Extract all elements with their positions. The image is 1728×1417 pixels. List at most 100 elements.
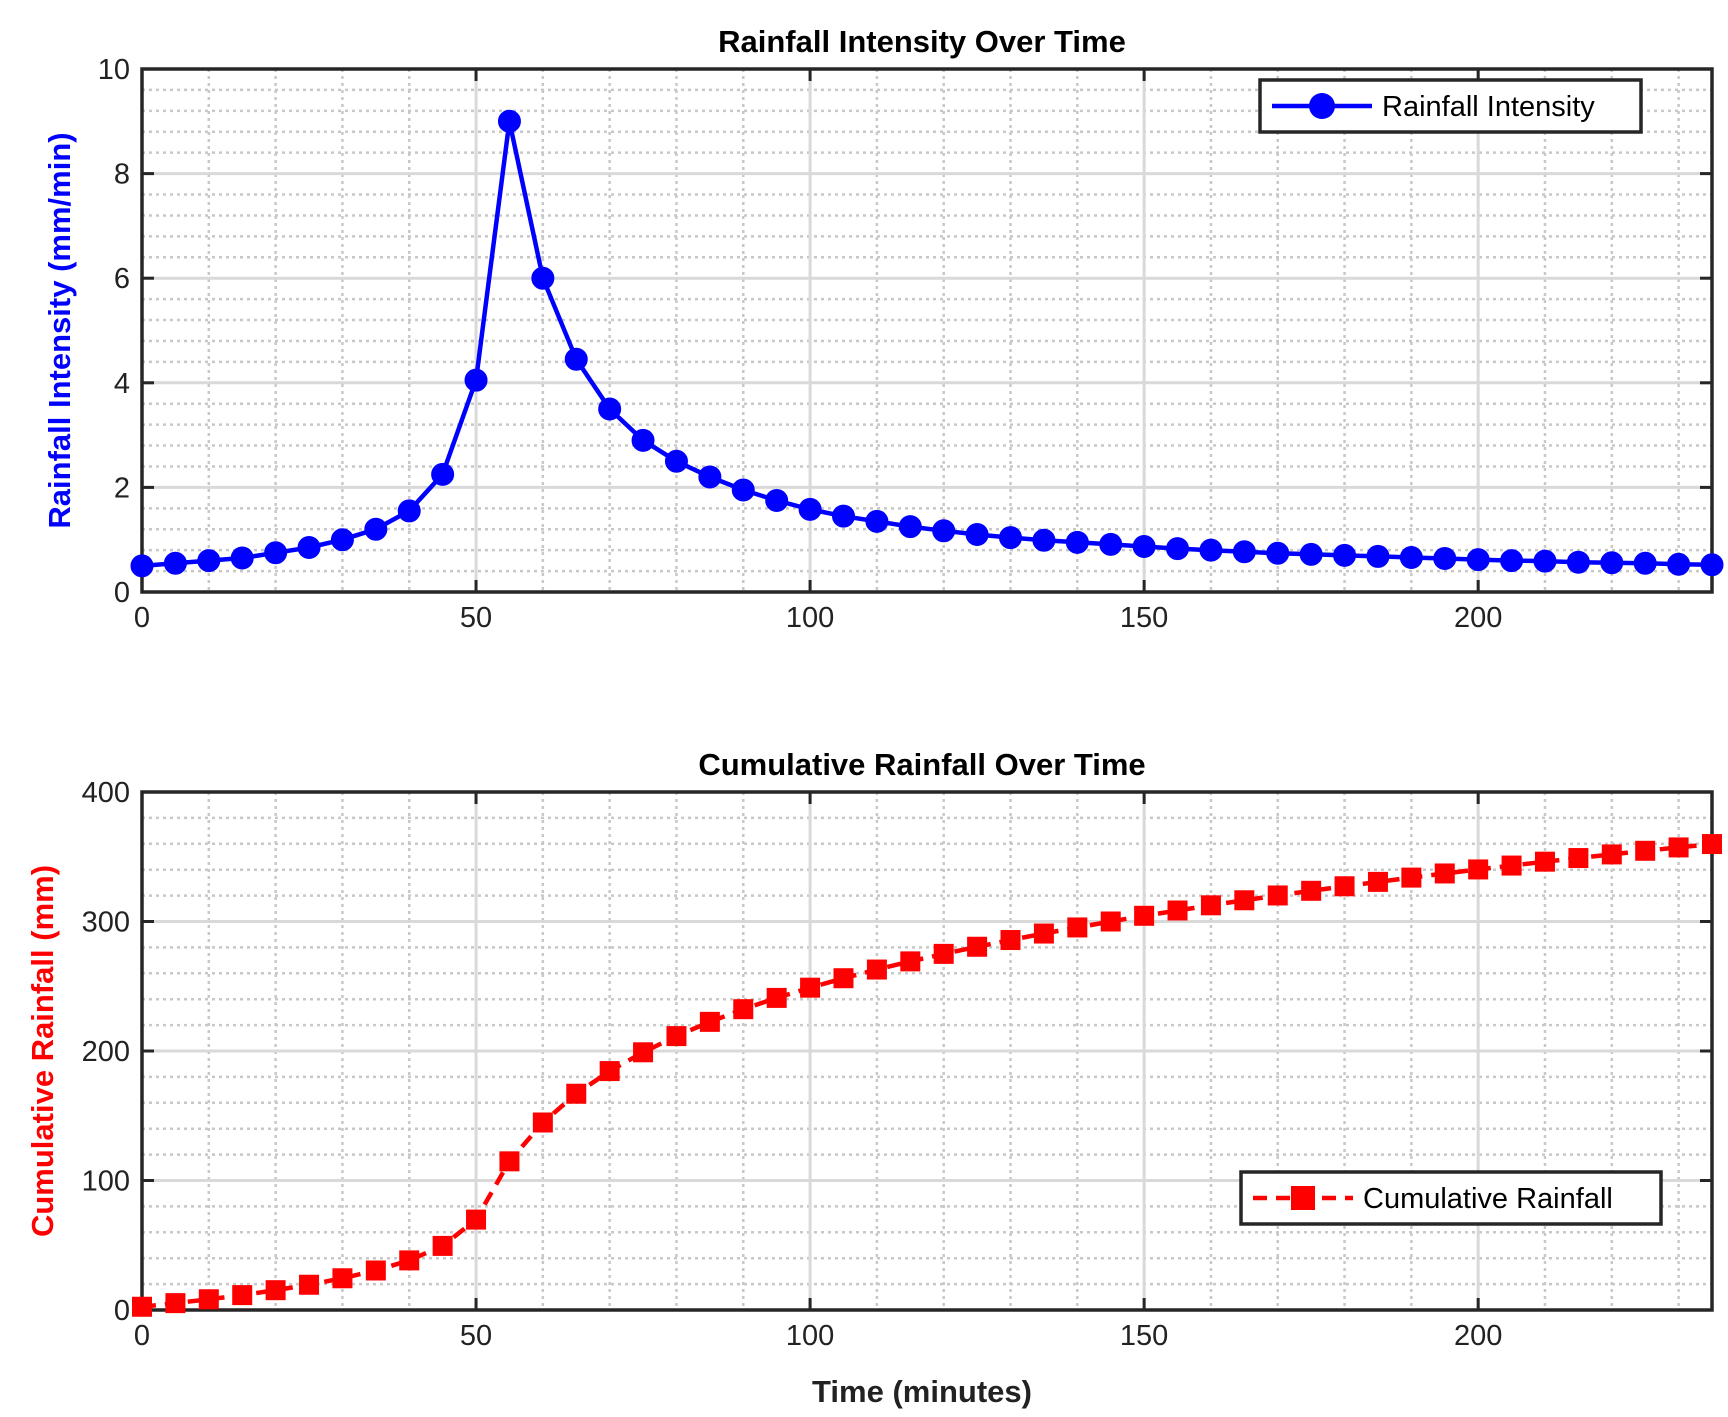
data-point: [1266, 541, 1290, 565]
data-point: [1334, 876, 1355, 897]
ticks: [140, 67, 1712, 594]
data-point: [1466, 548, 1490, 572]
data-point: [967, 936, 988, 957]
y-axis-label: Cumulative Rainfall (mm): [25, 865, 60, 1237]
data-point: [132, 1296, 152, 1317]
data-point: [532, 1112, 553, 1133]
data-point: [733, 999, 754, 1020]
data-point: [531, 266, 555, 290]
data-point: [499, 1151, 520, 1172]
data-point: [766, 987, 787, 1008]
legend-box: [1239, 1170, 1663, 1226]
data-point: [1000, 930, 1021, 951]
data-point: [564, 347, 588, 371]
x-tick-label: 200: [1454, 602, 1502, 634]
data-point: [798, 497, 822, 521]
data-point: [232, 1285, 253, 1306]
y-tick-label: 100: [82, 1166, 130, 1198]
x-tick-label: 150: [1120, 602, 1168, 634]
x-tick-label: 100: [786, 602, 834, 634]
data-point: [566, 1083, 587, 1104]
data-point: [1633, 551, 1657, 575]
x-tick-label: 0: [134, 602, 150, 634]
data-point: [1566, 550, 1590, 574]
intensity-chart: 0 50 100 150 200 0 2 4 6 8 10 Rainfall Intensity Ov…: [42, 24, 1724, 634]
y-tick-label: 0: [114, 577, 130, 609]
data-point: [999, 526, 1023, 550]
data-point: [1099, 532, 1123, 556]
x-tick-label: 100: [786, 1320, 834, 1352]
data-point: [1067, 917, 1088, 938]
y-tick-label: 8: [114, 159, 130, 191]
data-point: [666, 1026, 687, 1047]
data-point: [1267, 885, 1288, 906]
data-point: [932, 519, 956, 543]
data-point: [464, 368, 488, 392]
data-point: [1700, 553, 1724, 577]
data-point: [598, 397, 622, 421]
data-point: [664, 449, 688, 473]
data-point: [1032, 528, 1056, 552]
legend: Rainfall Intensity: [1258, 78, 1643, 134]
data-point: [1668, 837, 1689, 858]
data-point: [1399, 545, 1423, 569]
data-point: [831, 504, 855, 528]
data-point: [731, 478, 755, 502]
data-point: [1134, 905, 1155, 926]
data-point: [965, 522, 989, 546]
data-point: [1065, 530, 1089, 554]
grid: [142, 792, 1712, 1310]
x-tick-label: 50: [460, 1320, 492, 1352]
data-point: [130, 554, 154, 578]
data-point: [1434, 863, 1455, 884]
data-point: [265, 1280, 286, 1301]
data-point: [230, 546, 254, 570]
data-point: [698, 465, 722, 489]
data-point: [1667, 552, 1691, 576]
data-point: [1533, 549, 1557, 573]
data-point: [198, 1289, 219, 1310]
data-point: [699, 1011, 720, 1032]
x-tick-label: 0: [134, 1320, 150, 1352]
data-point: [1366, 544, 1390, 568]
data-point: [1301, 880, 1322, 901]
data-point: [1199, 538, 1223, 562]
data-point: [1600, 551, 1624, 575]
data-point: [1534, 851, 1555, 872]
data-point: [466, 1209, 487, 1230]
data-point: [1367, 871, 1388, 892]
data-point: [1468, 859, 1489, 880]
data-point: [1333, 543, 1357, 567]
data-point: [1433, 547, 1457, 571]
chart-title: Rainfall Intensity Over Time: [718, 24, 1126, 59]
axes-box: [140, 67, 1714, 594]
data-point: [1166, 537, 1190, 561]
data-point: [1234, 890, 1255, 911]
data-point: [1033, 923, 1054, 944]
data-point: [197, 549, 221, 573]
data-point: [397, 499, 421, 523]
y-tick-label: 300: [82, 907, 130, 939]
data-point: [1500, 549, 1524, 573]
y-tick-label: 2: [114, 472, 130, 504]
data-point: [432, 1235, 453, 1256]
data-point: [1568, 848, 1589, 869]
y-tick-label: 4: [114, 368, 130, 400]
data-point: [1299, 542, 1323, 566]
data-point: [631, 428, 655, 452]
data-point: [1200, 895, 1221, 916]
data-point: [898, 515, 922, 539]
data-point: [297, 536, 321, 560]
plot-area: [142, 69, 1712, 592]
legend: Cumulative Rainfall: [1239, 1170, 1663, 1226]
x-tick-label: 150: [1120, 1320, 1168, 1352]
y-tick-label: 10: [98, 54, 130, 86]
data-point: [599, 1061, 620, 1082]
chart-title: Cumulative Rainfall Over Time: [698, 747, 1145, 782]
legend-label: Rainfall Intensity: [1382, 91, 1595, 123]
data-point: [865, 509, 889, 533]
data-point: [933, 943, 954, 964]
data-point: [1167, 900, 1188, 921]
legend-label: Cumulative Rainfall: [1363, 1183, 1613, 1215]
